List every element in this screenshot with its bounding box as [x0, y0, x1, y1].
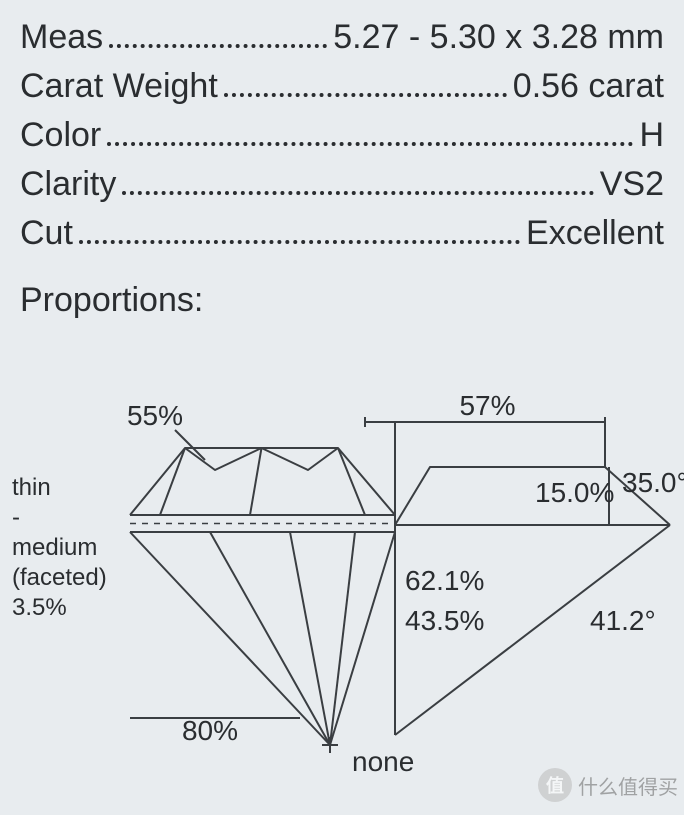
- spec-value: 5.27 - 5.30 x 3.28 mm: [333, 18, 664, 57]
- spec-list: Meas 5.27 - 5.30 x 3.28 mm Carat Weight …: [0, 0, 684, 253]
- spec-row-meas: Meas 5.27 - 5.30 x 3.28 mm: [20, 18, 664, 57]
- watermark: 值 什么值得买: [538, 768, 678, 802]
- proportions-heading: Proportions:: [0, 263, 684, 320]
- dotted-leader: [109, 44, 327, 48]
- dotted-leader: [79, 240, 520, 244]
- watermark-icon: 值: [538, 768, 572, 802]
- svg-text:15.0%: 15.0%: [535, 477, 614, 508]
- svg-text:medium: medium: [12, 534, 97, 561]
- spec-label: Cut: [20, 214, 73, 253]
- svg-text:55%: 55%: [127, 400, 183, 431]
- spec-row-carat: Carat Weight 0.56 carat: [20, 67, 664, 106]
- spec-label: Clarity: [20, 165, 116, 204]
- svg-text:(faceted): (faceted): [12, 564, 107, 591]
- spec-value: H: [639, 116, 664, 155]
- spec-row-cut: Cut Excellent: [20, 214, 664, 253]
- dotted-leader: [224, 93, 507, 97]
- spec-value: Excellent: [526, 214, 664, 253]
- spec-row-color: Color H: [20, 116, 664, 155]
- svg-text:thin: thin: [12, 474, 51, 501]
- svg-text:35.0°: 35.0°: [622, 467, 684, 498]
- svg-text:62.1%: 62.1%: [405, 565, 484, 596]
- spec-value: VS2: [600, 165, 664, 204]
- svg-text:80%: 80%: [182, 715, 238, 746]
- svg-text:43.5%: 43.5%: [405, 605, 484, 636]
- diamond-svg: 55% 57% 15.0% 35.0° 62.1% 43.5% 41.2° thin - medi…: [0, 340, 684, 810]
- dotted-leader: [107, 142, 633, 146]
- spec-label: Carat Weight: [20, 67, 218, 106]
- proportions-diagram: 55% 57% 15.0% 35.0° 62.1% 43.5% 41.2° thin - medi…: [0, 340, 684, 810]
- svg-text:none: none: [352, 746, 414, 777]
- spec-row-clarity: Clarity VS2: [20, 165, 664, 204]
- spec-label: Meas: [20, 18, 103, 57]
- svg-text:57%: 57%: [459, 390, 515, 421]
- spec-label: Color: [20, 116, 101, 155]
- dotted-leader: [122, 191, 593, 195]
- watermark-text: 什么值得买: [578, 771, 678, 800]
- svg-text:-: -: [12, 504, 20, 531]
- svg-text:41.2°: 41.2°: [590, 605, 656, 636]
- spec-value: 0.56 carat: [513, 67, 664, 106]
- svg-text:3.5%: 3.5%: [12, 594, 67, 621]
